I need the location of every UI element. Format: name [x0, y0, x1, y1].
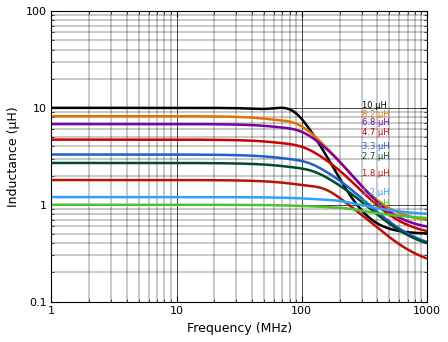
- Text: 1.2 μH: 1.2 μH: [362, 188, 390, 197]
- Text: 3.3 μH: 3.3 μH: [362, 142, 390, 151]
- X-axis label: Frequency (MHz): Frequency (MHz): [187, 322, 292, 335]
- Y-axis label: Inductance (μH): Inductance (μH): [7, 106, 20, 207]
- Text: 6.8 μH: 6.8 μH: [362, 118, 390, 127]
- Text: 1.0 μH: 1.0 μH: [362, 199, 390, 208]
- Text: 10 μH: 10 μH: [362, 101, 388, 110]
- Text: 8.2 μH: 8.2 μH: [362, 110, 390, 119]
- Text: 2.7 μH: 2.7 μH: [362, 152, 390, 161]
- Text: 4.7 μH: 4.7 μH: [362, 128, 390, 137]
- Text: 1.8 μH: 1.8 μH: [362, 169, 390, 178]
